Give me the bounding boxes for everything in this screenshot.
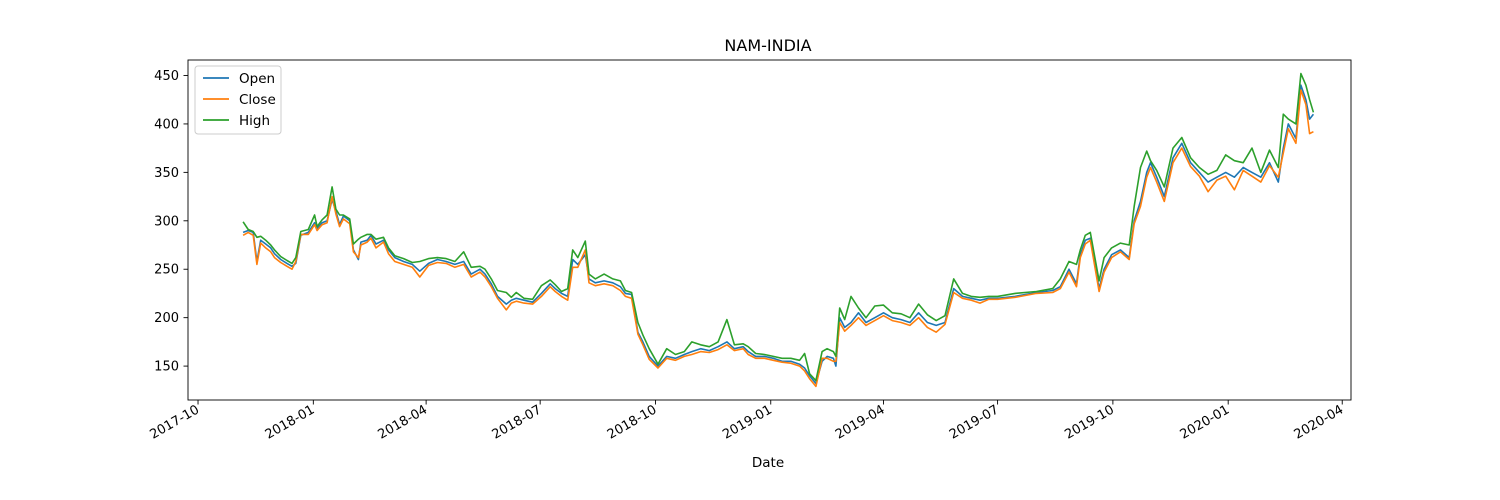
y-tick-label-150: 150 xyxy=(154,360,179,375)
y-tick-label-250: 250 xyxy=(154,263,179,278)
series-line-close xyxy=(242,89,1314,388)
y-tick-label-300: 300 xyxy=(154,214,179,229)
series-line-high xyxy=(242,72,1315,382)
legend-label-close: Close xyxy=(239,92,276,108)
chart-title: NAM-INDIA xyxy=(724,36,811,55)
y-tick-label-400: 400 xyxy=(154,117,179,132)
plot-frame xyxy=(187,59,1352,401)
legend: Open Close High xyxy=(194,65,282,135)
series-layer xyxy=(242,72,1315,388)
legend-box xyxy=(194,65,282,135)
x-axis-label: Date xyxy=(752,455,784,471)
legend-label-open: Open xyxy=(239,71,275,87)
y-tick-label-450: 450 xyxy=(154,69,179,84)
y-axis: 150 200 250 300 350 400 450 xyxy=(154,69,188,375)
y-tick-label-200: 200 xyxy=(154,311,179,326)
y-tick-label-350: 350 xyxy=(154,166,179,181)
legend-label-high: High xyxy=(239,113,270,129)
